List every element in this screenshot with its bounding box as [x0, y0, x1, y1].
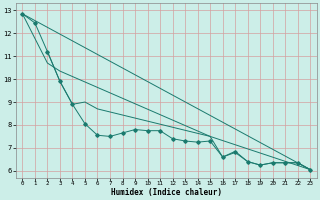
X-axis label: Humidex (Indice chaleur): Humidex (Indice chaleur)	[111, 188, 222, 197]
